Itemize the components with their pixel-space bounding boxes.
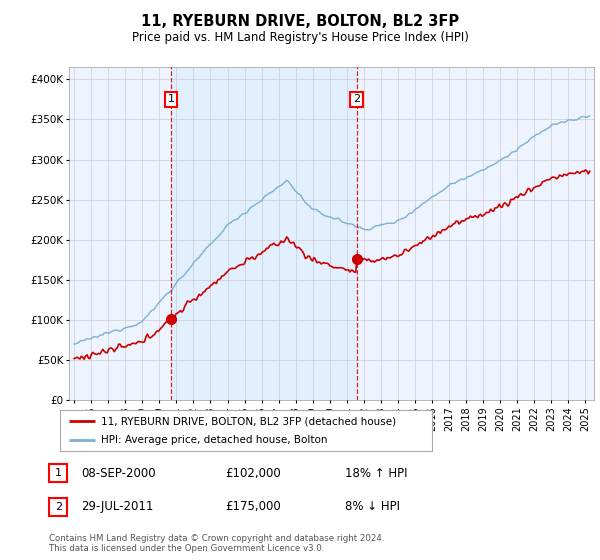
Text: £102,000: £102,000 [225,466,281,480]
Text: £175,000: £175,000 [225,500,281,514]
Text: 29-JUL-2011: 29-JUL-2011 [81,500,154,514]
Text: Price paid vs. HM Land Registry's House Price Index (HPI): Price paid vs. HM Land Registry's House … [131,31,469,44]
Text: 1: 1 [167,94,175,104]
Text: 11, RYEBURN DRIVE, BOLTON, BL2 3FP: 11, RYEBURN DRIVE, BOLTON, BL2 3FP [141,14,459,29]
Text: 11, RYEBURN DRIVE, BOLTON, BL2 3FP (detached house): 11, RYEBURN DRIVE, BOLTON, BL2 3FP (deta… [101,417,396,426]
Text: 08-SEP-2000: 08-SEP-2000 [81,466,155,480]
Text: 2: 2 [353,94,360,104]
Text: 1: 1 [55,468,62,478]
Bar [171,67,356,400]
Text: HPI: Average price, detached house, Bolton: HPI: Average price, detached house, Bolt… [101,435,328,445]
Text: 8% ↓ HPI: 8% ↓ HPI [345,500,400,514]
Text: Contains HM Land Registry data © Crown copyright and database right 2024.
This d: Contains HM Land Registry data © Crown c… [49,534,385,553]
Text: 18% ↑ HPI: 18% ↑ HPI [345,466,407,480]
Text: 2: 2 [55,502,62,512]
